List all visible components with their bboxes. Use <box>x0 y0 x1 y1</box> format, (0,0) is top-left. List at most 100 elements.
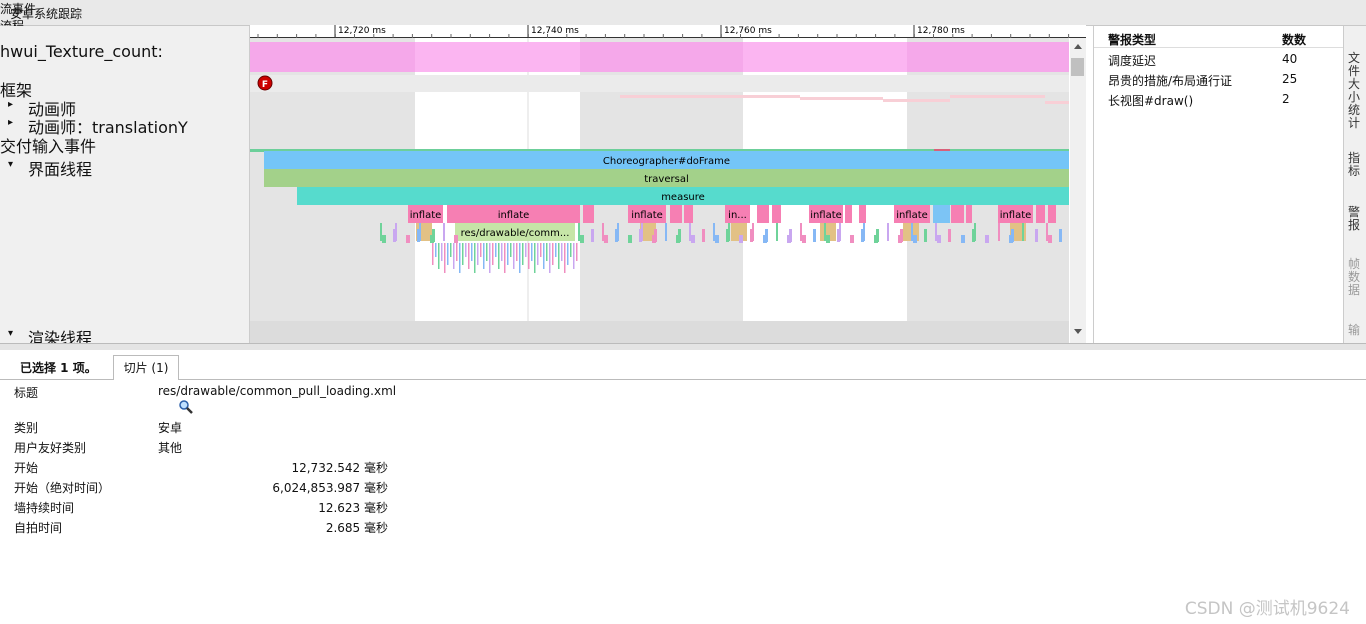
anim-bar <box>883 99 950 102</box>
detail-key: 开始 <box>14 461 39 475</box>
alert-type[interactable]: 昂贵的措施/布局通行证 <box>1108 74 1233 88</box>
tiny-slice <box>972 229 975 242</box>
tiny-slice <box>913 235 917 243</box>
selection-summary: 已选择 1 项。 <box>20 361 97 375</box>
slice <box>998 205 1033 223</box>
slice-label: inflate <box>810 210 842 221</box>
tiny-slice <box>513 243 515 269</box>
tiny-slice <box>639 229 642 242</box>
tiny-slice <box>432 229 435 242</box>
toolbar-button[interactable]: 流事件 <box>0 2 37 16</box>
tiny-slice <box>591 229 594 242</box>
slice-tab[interactable]: 切片 (1) <box>113 355 179 380</box>
alert-count: 25 <box>1282 72 1298 86</box>
tiny-slice <box>765 229 768 242</box>
tiny-slice <box>480 243 482 257</box>
ruler <box>250 25 1086 38</box>
side-tab[interactable]: 指标 <box>1348 151 1361 178</box>
track-label: 框架 <box>0 81 33 100</box>
counter-bar-dark <box>580 42 743 72</box>
tiny-slice <box>678 229 681 242</box>
alert-type[interactable]: 长视图#draw() <box>1108 94 1194 108</box>
detail-tabs: 已选择 1 项。 切片 (1) <box>0 350 1366 380</box>
tiny-slice <box>549 243 551 273</box>
tiny-slice <box>924 229 927 242</box>
tiny-slice <box>974 223 976 241</box>
tiny-slice <box>580 235 584 243</box>
slice <box>408 205 443 223</box>
slice <box>264 151 1069 169</box>
slice-fragment <box>1048 205 1056 223</box>
tiny-slice <box>900 229 903 242</box>
detail-value: 安卓 <box>158 421 183 435</box>
slice-fragment <box>1036 205 1045 223</box>
alert-header: 数数 <box>1282 33 1307 47</box>
slice-fragment <box>583 205 594 223</box>
tiny-slice <box>628 235 632 243</box>
track-label: hwui_Texture_count: <box>0 42 163 61</box>
slice-fragment <box>966 205 972 223</box>
tiny-slice <box>558 243 560 269</box>
slice-label: inflate <box>410 210 442 221</box>
search-icon[interactable] <box>178 399 194 415</box>
tiny-slice <box>837 229 840 242</box>
tiny-slice <box>665 223 667 241</box>
tiny-slice <box>417 229 420 242</box>
frame-marker-label: F <box>262 80 268 90</box>
tiny-slice <box>441 243 443 261</box>
tiny-slice <box>1022 223 1024 241</box>
tiny-slice <box>948 229 951 242</box>
tiny-slice <box>468 243 470 269</box>
render-row <box>250 321 1069 343</box>
alert-type[interactable]: 调度延迟 <box>1108 54 1157 68</box>
detail-key: 开始（绝对时间） <box>14 481 111 495</box>
side-tab[interactable]: 警报 <box>1348 205 1361 232</box>
input-row <box>250 149 1069 152</box>
tiny-slice <box>531 243 533 261</box>
slice <box>725 205 750 223</box>
side-tab[interactable]: 帧数据 <box>1348 257 1361 297</box>
tiny-slice <box>702 229 705 242</box>
tiny-slice <box>382 235 386 243</box>
alert-count: 40 <box>1282 52 1298 66</box>
slice-label: inflate <box>896 210 928 221</box>
tiny-slice <box>435 243 437 257</box>
tiny-slice <box>826 235 830 243</box>
tiny-slice <box>454 235 458 243</box>
slice-label: traversal <box>644 174 688 185</box>
tiny-slice <box>839 223 841 241</box>
tiny-slice <box>802 235 806 243</box>
tiny-slice <box>486 243 488 261</box>
tiny-slice <box>474 243 476 273</box>
detail-value: res/drawable/common_pull_loading.xml <box>158 384 397 398</box>
tiny-slice <box>555 243 557 257</box>
track-label: 交付输入事件 <box>0 137 97 156</box>
tiny-slice <box>726 229 729 242</box>
tiny-slice <box>1035 229 1038 242</box>
tiny-slice <box>525 243 527 257</box>
tiny-slice <box>776 223 778 241</box>
tiny-slice <box>543 243 545 269</box>
detail-key: 用户友好类别 <box>14 441 87 455</box>
tiny-slice <box>495 243 497 257</box>
track-label: 界面线程 <box>28 160 93 179</box>
tiny-slice <box>516 243 518 261</box>
side-tab[interactable]: 输 <box>1348 323 1361 337</box>
tiny-slice <box>935 223 937 241</box>
tiny-slice <box>813 229 816 242</box>
tiny-slice <box>654 229 657 242</box>
tiny-slice <box>861 229 864 242</box>
tiny-slice <box>985 235 989 243</box>
tiny-slice <box>604 235 608 243</box>
tiny-slice <box>824 223 826 241</box>
detail-value: 其他 <box>158 441 183 455</box>
tiny-slice <box>615 229 618 242</box>
side-tab[interactable]: 文件大小统计 <box>1348 51 1361 130</box>
tiny-slice <box>438 243 440 269</box>
tiny-slice <box>498 243 500 269</box>
scroll-up <box>1074 44 1082 49</box>
anim-bar <box>800 97 883 100</box>
anim-bar <box>1045 101 1069 104</box>
tiny-slice <box>546 243 548 261</box>
